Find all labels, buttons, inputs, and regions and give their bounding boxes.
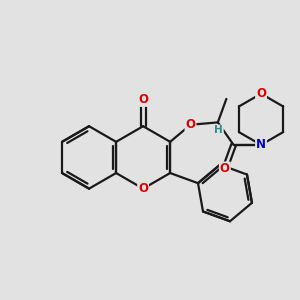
Text: O: O <box>138 93 148 106</box>
Text: H: H <box>214 125 223 135</box>
Text: O: O <box>220 162 230 176</box>
Text: N: N <box>256 138 266 152</box>
Text: O: O <box>185 118 196 131</box>
Text: O: O <box>138 182 148 195</box>
Text: O: O <box>256 87 266 100</box>
